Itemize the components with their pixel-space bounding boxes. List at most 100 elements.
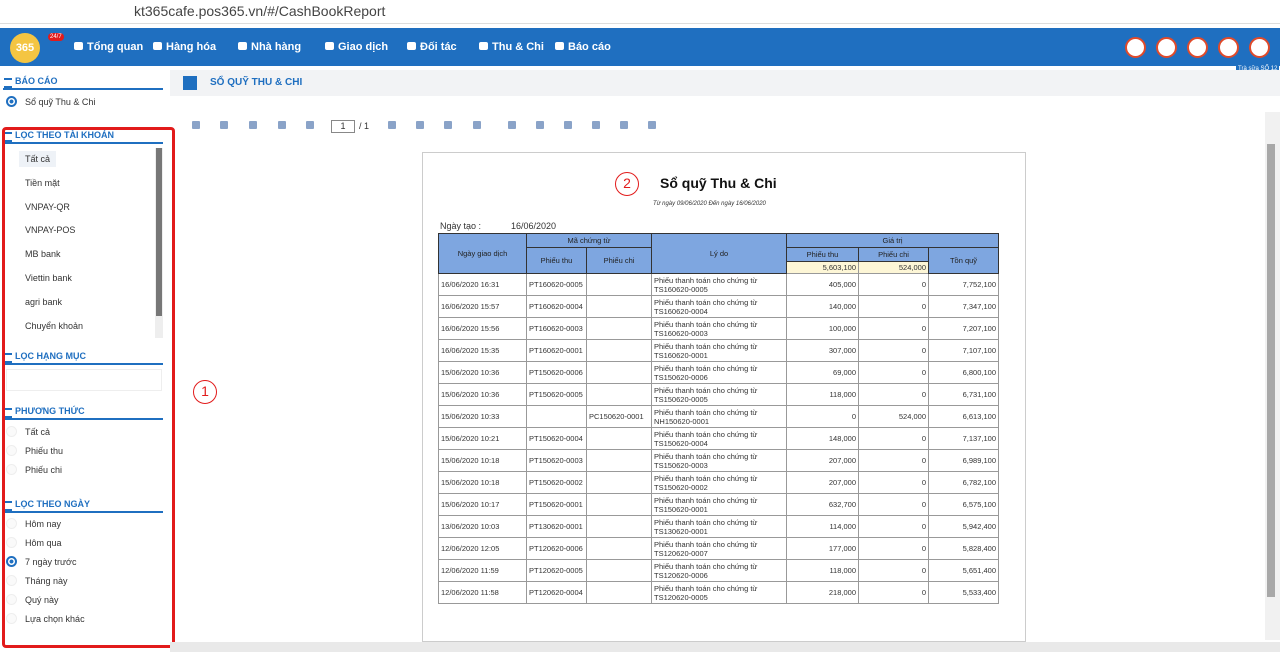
radio[interactable]	[6, 464, 17, 475]
cell	[586, 537, 652, 560]
cell	[586, 515, 652, 538]
cell: 5,828,400	[928, 537, 999, 560]
date-item[interactable]: 7 ngày trước	[25, 557, 77, 567]
toolbar-button[interactable]	[648, 121, 656, 129]
cell: 12/06/2020 11:59	[438, 559, 527, 582]
toolbar-button[interactable]	[388, 121, 396, 129]
store-name: Trà sữa SỐ 12	[1236, 66, 1280, 72]
settings-button[interactable]	[1218, 37, 1239, 58]
radio[interactable]	[6, 537, 17, 548]
account-item[interactable]: MB bank	[25, 249, 61, 260]
badge: 24/7	[48, 33, 64, 41]
date-item[interactable]: Quý này	[25, 595, 59, 605]
cell: 632,700	[786, 493, 859, 516]
cell: Phiếu thanh toán cho chứng từ TS150620-0…	[651, 383, 787, 406]
toolbar-button[interactable]	[220, 121, 228, 129]
method-item[interactable]: Phiếu chi	[25, 465, 63, 475]
menu-item[interactable]: Đối tác	[407, 41, 457, 53]
cell: Phiếu thanh toán cho chứng từ TS150620-0…	[651, 471, 787, 494]
toolbar-button[interactable]	[306, 121, 314, 129]
toolbar-button[interactable]	[564, 121, 572, 129]
toolbar-button[interactable]	[249, 121, 257, 129]
account-item[interactable]: VNPAY-QR	[25, 201, 70, 212]
account-item[interactable]: VNPAY-POS	[25, 225, 76, 236]
th: Tồn quỹ	[928, 247, 999, 274]
radio[interactable]	[6, 426, 17, 437]
radio[interactable]	[6, 613, 17, 624]
section-heading: LỌC HẠNG MỤC	[3, 351, 163, 365]
toolbar-button[interactable]	[473, 121, 481, 129]
cell: PT120620-0006	[526, 537, 587, 560]
cell	[586, 295, 652, 318]
cashbook-table: Ngày giao dịch Mã chứng từ Lý do Giá trị Ph…	[438, 233, 999, 604]
toolbar-button[interactable]	[592, 121, 600, 129]
cell: 307,000	[786, 339, 859, 362]
cell: 0	[858, 471, 929, 494]
cart-button[interactable]	[1125, 37, 1146, 58]
cell: Phiếu thanh toán cho chứng từ TS120620-0…	[651, 581, 787, 604]
toolbar-button[interactable]	[620, 121, 628, 129]
report-item[interactable]: Sổ quỹ Thu & Chi	[25, 97, 96, 107]
address-bar[interactable]: kt365cafe.pos365.vn/#/CashBookReport	[134, 3, 386, 19]
cell: 100,000	[786, 317, 859, 340]
th: Phiếu chi	[586, 247, 652, 274]
category-input[interactable]	[6, 369, 162, 391]
toolbar-button[interactable]	[508, 121, 516, 129]
cell: 0	[858, 427, 929, 450]
cell: 15/06/2020 10:21	[438, 427, 527, 450]
radio[interactable]	[6, 518, 17, 529]
toolbar-button[interactable]	[278, 121, 286, 129]
cell: Phiếu thanh toán cho chứng từ TS120620-0…	[651, 537, 787, 560]
menu-item[interactable]: Tổng quan	[74, 41, 143, 53]
menu-item[interactable]: Giao dịch	[325, 41, 388, 53]
date-item[interactable]: Hôm nay	[25, 519, 62, 529]
scroll-thumb[interactable]	[1267, 144, 1275, 597]
menu-item[interactable]: Thu & Chi	[479, 41, 544, 53]
th: Giá trị	[786, 233, 999, 248]
toolbar-button[interactable]	[192, 121, 200, 129]
date-item[interactable]: Lựa chọn khác	[25, 614, 85, 624]
account-item[interactable]: Viettin bank	[25, 273, 72, 283]
page-total: / 1	[359, 121, 370, 131]
page-input[interactable]: 1	[331, 120, 355, 133]
cell: 0	[858, 361, 929, 384]
cell: Phiếu thanh toán cho chứng từ TS150620-0…	[651, 449, 787, 472]
cell	[586, 317, 652, 340]
header-icon	[183, 76, 197, 90]
account-item[interactable]: Chuyển khoản	[25, 320, 84, 331]
radio[interactable]	[6, 575, 17, 586]
cell: 6,575,100	[928, 493, 999, 516]
menu-item[interactable]: Báo cáo	[555, 41, 611, 53]
method-item[interactable]: Tất cả	[25, 427, 51, 437]
location-button[interactable]	[1187, 37, 1208, 58]
radio[interactable]	[6, 445, 17, 456]
toolbar-button[interactable]	[416, 121, 424, 129]
cell: PT150620-0002	[526, 471, 587, 494]
user-button[interactable]	[1249, 37, 1270, 58]
created-label: Ngày tạo :	[440, 221, 482, 231]
toolbar-button[interactable]	[536, 121, 544, 129]
cell: 0	[858, 273, 929, 296]
method-item[interactable]: Phiếu thu	[25, 446, 64, 456]
toolbar-button[interactable]	[444, 121, 452, 129]
report-subtitle: Từ ngày 09/06/2020 Đến ngày 16/06/2020	[653, 201, 766, 207]
date-item[interactable]: Hôm qua	[25, 538, 62, 548]
logo[interactable]: 365	[10, 33, 40, 63]
account-item[interactable]: agri bank	[25, 296, 63, 307]
cell: Phiếu thanh toán cho chứng từ TS160620-0…	[651, 317, 787, 340]
radio[interactable]	[6, 556, 17, 567]
cell: 0	[858, 317, 929, 340]
list-thumb[interactable]	[156, 148, 162, 316]
th: Lý do	[651, 233, 787, 274]
cell: PT160620-0004	[526, 295, 587, 318]
account-item[interactable]: Tất cả	[19, 151, 57, 167]
edit-button[interactable]	[1156, 37, 1177, 58]
account-item[interactable]: Tiền mặt	[25, 177, 60, 188]
menu-item[interactable]: Nhà hàng	[238, 41, 301, 53]
annotation: 1	[193, 380, 217, 404]
cell: 15/06/2020 10:18	[438, 449, 527, 472]
date-item[interactable]: Tháng này	[25, 576, 68, 586]
radio[interactable]	[6, 594, 17, 605]
menu-item[interactable]: Hàng hóa	[153, 41, 216, 53]
